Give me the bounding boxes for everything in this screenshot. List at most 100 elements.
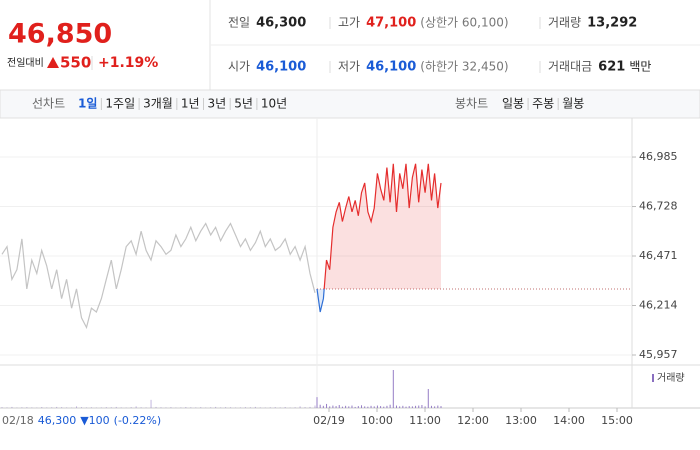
volume-bar	[21, 407, 23, 408]
volume-bar	[304, 407, 306, 408]
volume-bar	[309, 406, 311, 408]
volume-bar	[430, 405, 432, 408]
volume-bar	[110, 407, 112, 408]
volume-bar	[225, 407, 227, 408]
volume-bar	[329, 406, 331, 408]
volume-bar	[440, 406, 442, 408]
volume-bar	[120, 407, 122, 408]
tab-group-label: 봉차트	[455, 97, 488, 111]
volume-bar	[66, 407, 68, 408]
candle-tab[interactable]: 일봉	[502, 97, 524, 111]
volume-bar	[395, 405, 397, 408]
stat-note: (상한가 60,100)	[420, 16, 508, 30]
volume-bar	[279, 407, 281, 408]
volume-bar	[61, 407, 63, 408]
period-tab[interactable]: 3개월	[143, 97, 173, 111]
volume-bar	[383, 406, 385, 408]
volume-bar	[357, 406, 359, 408]
volume-bar	[155, 406, 157, 408]
volume-bar	[185, 407, 187, 408]
volume-bar	[411, 406, 413, 408]
prev-summary-close: 46,300	[38, 414, 77, 427]
period-tab[interactable]: 1주일	[105, 97, 135, 111]
period-tab[interactable]: 1년	[181, 97, 200, 111]
volume-bar	[170, 407, 172, 408]
volume-bar	[195, 407, 197, 408]
volume-bar	[130, 407, 132, 408]
volume-bar	[284, 407, 286, 408]
change: 550	[60, 54, 91, 72]
tab-group-label: 선차트	[32, 97, 65, 111]
volume-bar	[351, 405, 353, 408]
y-tick-label: 46,214	[639, 299, 678, 312]
x-tick-label: 15:00	[601, 414, 633, 427]
volume-bar	[421, 405, 423, 408]
volume-bar	[105, 407, 107, 408]
stat-label: 저가	[338, 60, 360, 74]
x-tick-label: 10:00	[361, 414, 393, 427]
volume-bar	[424, 406, 426, 408]
volume-bar	[338, 405, 340, 408]
volume-bar	[437, 405, 439, 408]
volume-bar	[150, 399, 152, 408]
volume-bar	[418, 405, 420, 408]
volume-bar	[180, 407, 182, 408]
volume-bar	[210, 407, 212, 408]
candle-tab[interactable]: 월봉	[562, 97, 584, 111]
stat-value: 46,100	[256, 60, 306, 75]
volume-bar	[160, 407, 162, 408]
volume-bar	[386, 405, 388, 408]
legend-label: 거래량	[657, 372, 685, 384]
period-tab[interactable]: 10년	[261, 97, 287, 111]
volume-bar	[244, 407, 246, 408]
volume-bar	[76, 406, 78, 408]
volume-bar	[341, 406, 343, 408]
volume-bar	[220, 407, 222, 408]
volume-bar	[56, 406, 58, 408]
stat-label: 고가	[338, 16, 360, 30]
volume-bar	[165, 407, 167, 408]
y-tick-label: 46,728	[639, 200, 678, 213]
volume-bar	[316, 397, 318, 408]
volume-bar	[1, 407, 3, 408]
volume-bar	[269, 407, 271, 408]
candle-tab[interactable]: 주봉	[532, 97, 554, 111]
volume-bar	[402, 405, 404, 408]
y-tick-label: 45,957	[639, 348, 678, 361]
volume-bar	[135, 406, 137, 408]
y-tick-label: 46,985	[639, 150, 678, 163]
volume-bar	[239, 407, 241, 408]
volume-bar	[367, 406, 369, 408]
price-area	[317, 163, 441, 289]
stat-note: (하한가 32,450)	[420, 60, 508, 74]
volume-bar	[26, 407, 28, 408]
volume-bar	[376, 405, 378, 408]
prev-summary-pct: (-0.22%)	[114, 414, 162, 427]
period-tab[interactable]: 5년	[234, 97, 253, 111]
volume-bar	[51, 407, 53, 408]
price-line	[1, 222, 316, 330]
volume-bar	[6, 407, 8, 408]
volume-bar	[200, 407, 202, 408]
price: 46,850	[8, 19, 112, 50]
volume-bar	[399, 406, 401, 408]
y-tick-label: 46,471	[639, 249, 678, 262]
volume-bar	[259, 407, 261, 408]
x-tick-label: 12:00	[457, 414, 489, 427]
volume-bar	[140, 407, 142, 408]
volume-bar	[190, 407, 192, 408]
volume-bar	[392, 370, 394, 408]
volume-bar	[370, 405, 372, 408]
volume-bar	[348, 406, 350, 408]
period-tab[interactable]: 3년	[208, 97, 227, 111]
volume-bar	[335, 406, 337, 408]
tab-bar	[0, 89, 700, 119]
volume-bar	[294, 407, 296, 408]
volume-bar	[354, 406, 356, 408]
volume-bar	[11, 406, 13, 408]
volume-bar	[90, 407, 92, 408]
volume-bar	[46, 407, 48, 408]
period-tab[interactable]: 1일	[78, 97, 97, 111]
prev-summary-change: ▼100	[80, 414, 109, 427]
